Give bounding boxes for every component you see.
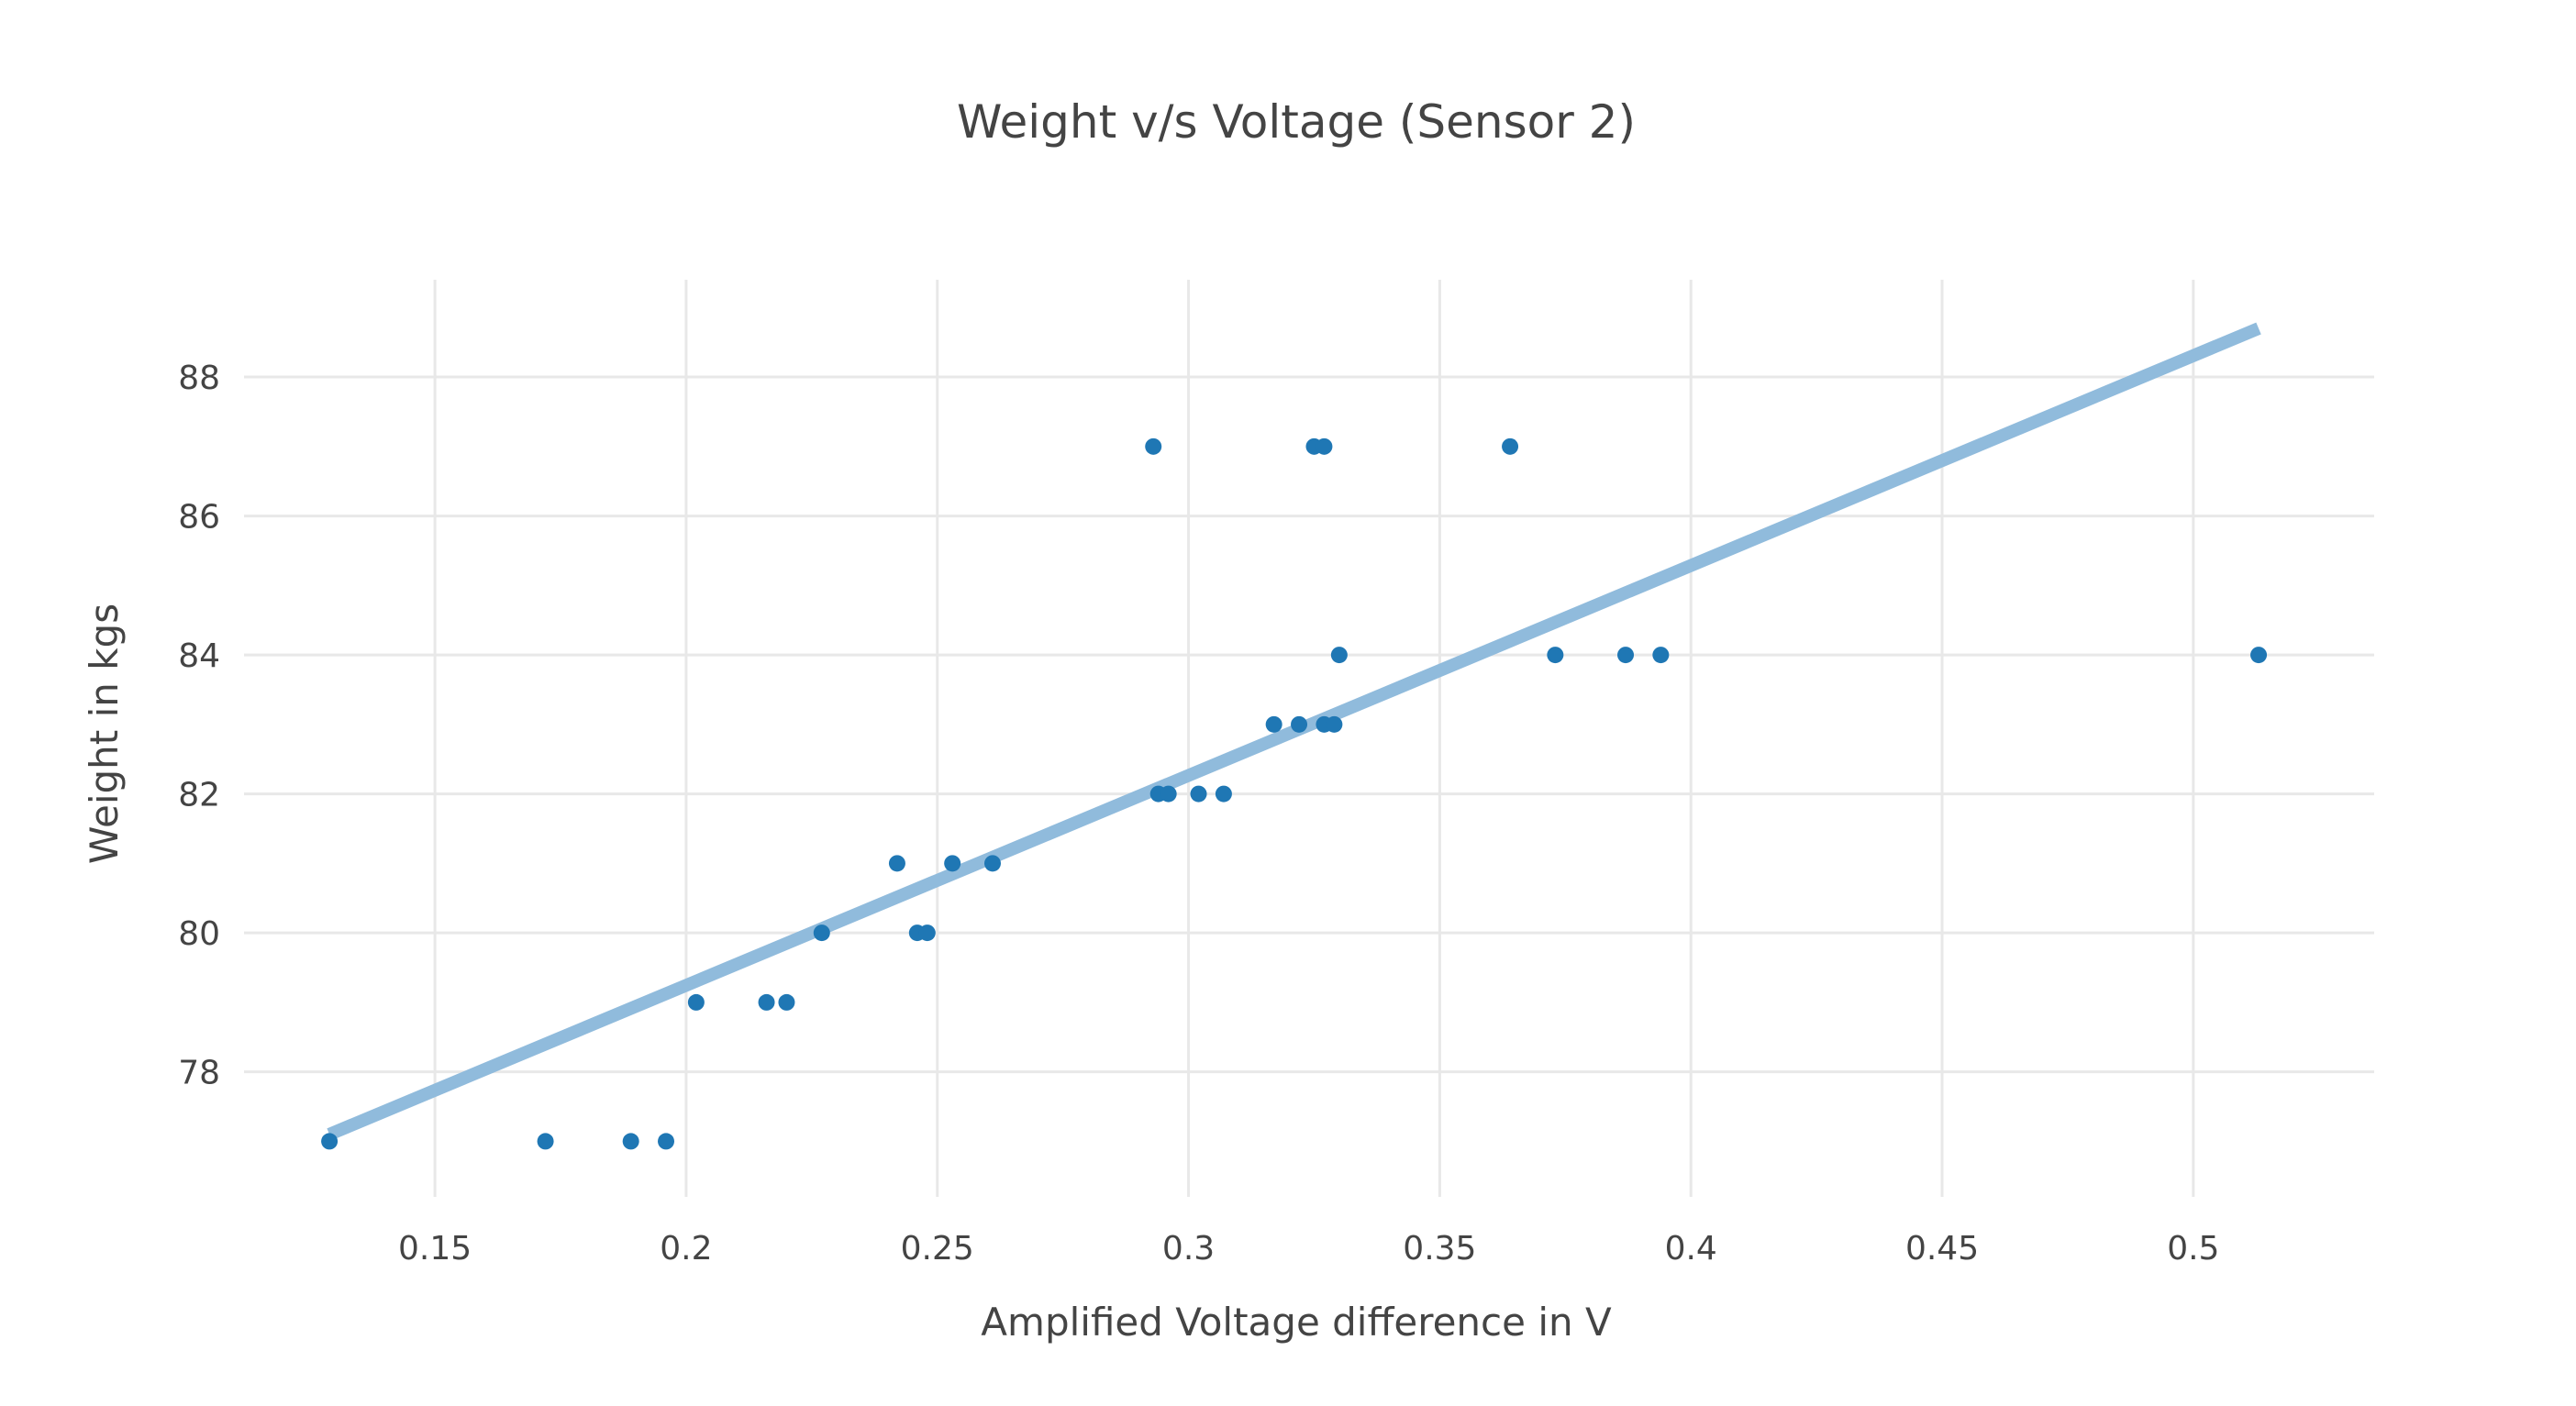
y-tick-label: 82: [178, 777, 220, 814]
data-point: [813, 924, 830, 942]
y-tick-labels: 78 80 82 84 86 88: [178, 360, 220, 1092]
data-point: [918, 924, 936, 942]
data-point: [622, 1133, 639, 1150]
data-point: [687, 993, 705, 1011]
fit-line: [327, 322, 2261, 1141]
y-axis-title: Weight in kgs: [82, 603, 127, 864]
data-point: [2250, 647, 2268, 664]
x-tick-labels: 0.15 0.2 0.25 0.3 0.35 0.4 0.45 0.5: [398, 1230, 2219, 1268]
grid-lines: [244, 280, 2374, 1197]
data-points: [321, 437, 2268, 1150]
data-point: [1502, 437, 1519, 455]
data-point: [758, 993, 775, 1011]
data-point: [1652, 647, 1670, 664]
x-tick-label: 0.5: [2167, 1230, 2219, 1268]
data-point: [1617, 647, 1635, 664]
data-point: [1326, 715, 1343, 733]
x-tick-label: 0.4: [1665, 1230, 1717, 1268]
data-point: [1215, 785, 1232, 803]
fit-line-layer: [327, 322, 2261, 1141]
data-point: [321, 1133, 339, 1150]
data-point: [1291, 715, 1308, 733]
chart-title: Weight v/s Voltage (Sensor 2): [957, 95, 1636, 149]
x-tick-label: 0.35: [1403, 1230, 1476, 1268]
x-tick-label: 0.2: [660, 1230, 712, 1268]
y-tick-label: 88: [178, 360, 220, 397]
data-point: [1160, 785, 1177, 803]
data-point: [944, 855, 961, 872]
data-point: [1145, 437, 1162, 455]
data-point: [658, 1133, 675, 1150]
y-tick-label: 78: [178, 1055, 220, 1092]
x-axis-title: Amplified Voltage difference in V: [981, 1300, 1612, 1345]
data-point: [983, 855, 1001, 872]
x-tick-label: 0.3: [1162, 1230, 1215, 1268]
x-tick-label: 0.15: [398, 1230, 472, 1268]
y-tick-label: 80: [178, 915, 220, 953]
data-point: [888, 855, 905, 872]
data-point: [778, 993, 795, 1011]
data-point: [537, 1133, 554, 1150]
data-point: [1190, 785, 1207, 803]
data-point: [1316, 437, 1333, 455]
y-tick-label: 86: [178, 499, 220, 537]
x-tick-label: 0.25: [901, 1230, 974, 1268]
x-tick-label: 0.45: [1905, 1230, 1979, 1268]
data-point: [1330, 647, 1348, 664]
data-point: [1265, 715, 1282, 733]
data-point: [1547, 647, 1564, 664]
y-tick-label: 84: [178, 637, 220, 675]
